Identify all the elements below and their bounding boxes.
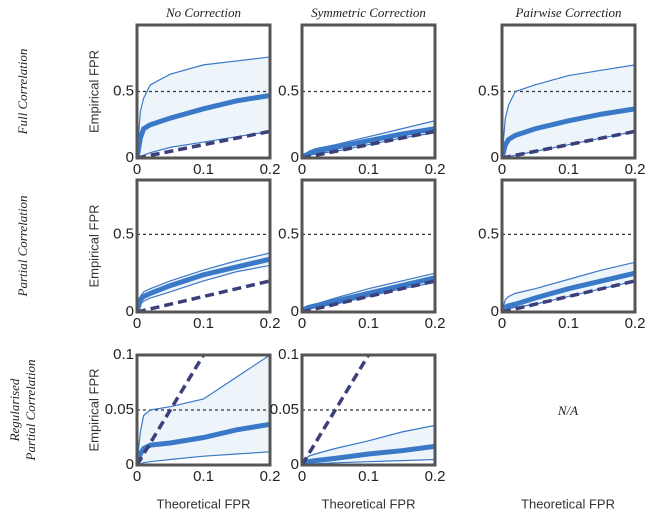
band-edge	[302, 458, 435, 465]
median-line	[302, 275, 435, 312]
plot-frame	[300, 178, 437, 314]
plot	[137, 233, 270, 312]
x-tick-label: 0	[498, 315, 506, 332]
y-tick-label: 0	[126, 149, 134, 166]
x-tick-label: 0.1	[558, 315, 579, 332]
y-axis-label: Empirical FPR	[86, 204, 101, 287]
column-title: Pairwise Correction	[514, 5, 621, 20]
y-tick-label: 0.05	[270, 401, 299, 418]
y-tick-label: 0	[491, 149, 499, 166]
y-tick-label: 0.5	[478, 82, 499, 99]
x-tick-label: 0	[298, 161, 306, 178]
y-tick-label: 0.05	[105, 401, 134, 418]
x-tick-label: 0.2	[260, 161, 281, 178]
row-title: Partial Correlation	[15, 196, 30, 298]
y-tick-label: 0.5	[478, 225, 499, 242]
identity-line	[137, 355, 205, 465]
x-tick-label: 0	[498, 161, 506, 178]
x-tick-label: 0.2	[425, 315, 446, 332]
plot-frame	[300, 23, 437, 160]
y-tick-label: 0	[491, 303, 499, 320]
median-line	[302, 126, 435, 158]
x-tick-label: 0.2	[625, 161, 646, 178]
identity-line	[137, 129, 270, 158]
band	[302, 425, 435, 465]
plot	[502, 233, 635, 312]
y-tick-label: 0.1	[113, 346, 134, 363]
identity-line	[302, 129, 435, 158]
y-tick-label: 0	[126, 456, 134, 473]
plot-frame	[135, 353, 272, 467]
na-text: N/A	[557, 403, 578, 418]
plot	[302, 355, 435, 465]
x-tick-label: 0.2	[425, 161, 446, 178]
y-tick-label: 0	[291, 303, 299, 320]
x-tick-label: 0.1	[358, 468, 379, 485]
row-title: Full Correlation	[15, 49, 30, 136]
y-axis-label: Empirical FPR	[86, 50, 101, 133]
y-tick-label: 0.1	[278, 346, 299, 363]
plot-frame	[500, 23, 637, 160]
y-axis-label: Empirical FPR	[86, 368, 101, 451]
plot	[137, 56, 270, 158]
x-tick-label: 0	[133, 468, 141, 485]
y-tick-label: 0	[291, 456, 299, 473]
row-title: Partial Correlation	[23, 360, 38, 462]
plot-frame	[300, 353, 437, 467]
x-tick-label: 0.1	[193, 161, 214, 178]
x-tick-label: 0	[133, 161, 141, 178]
band-edge	[502, 261, 635, 312]
y-tick-label: 0	[126, 303, 134, 320]
plot-frame	[135, 23, 272, 160]
identity-line	[502, 279, 635, 312]
x-tick-label: 0.2	[625, 315, 646, 332]
x-tick-label: 0	[133, 315, 141, 332]
x-tick-label: 0.1	[358, 315, 379, 332]
y-tick-label: 0.5	[113, 82, 134, 99]
band	[502, 64, 635, 158]
x-tick-label: 0.2	[260, 315, 281, 332]
x-axis-label: Theoretical FPR	[322, 496, 416, 511]
band-edge	[137, 56, 270, 158]
identity-line	[137, 279, 270, 312]
x-axis-label: Theoretical FPR	[521, 496, 615, 511]
x-tick-label: 0.2	[425, 468, 446, 485]
median-line	[137, 421, 270, 465]
band-edge	[502, 64, 635, 158]
column-title: No Correction	[165, 5, 241, 20]
plot	[137, 355, 270, 465]
x-tick-label: 0.1	[193, 315, 214, 332]
plot-frame	[500, 178, 637, 314]
band-edge	[137, 264, 270, 312]
band-edge	[137, 355, 270, 465]
identity-line	[502, 129, 635, 158]
median-line	[137, 93, 270, 158]
x-tick-label: 0	[298, 468, 306, 485]
x-tick-label: 0	[298, 315, 306, 332]
plot-frame	[135, 178, 272, 314]
plot	[302, 90, 435, 158]
x-tick-label: 0.1	[193, 468, 214, 485]
column-title: Symmetric Correction	[311, 5, 426, 20]
median-line	[137, 256, 270, 312]
x-axis-label: Theoretical FPR	[157, 496, 251, 511]
x-tick-label: 0.2	[260, 468, 281, 485]
y-tick-label: 0	[291, 149, 299, 166]
x-tick-label: 0.1	[558, 161, 579, 178]
y-tick-label: 0.5	[113, 225, 134, 242]
y-tick-label: 0.5	[278, 82, 299, 99]
y-tick-label: 0.5	[278, 225, 299, 242]
row-title: Regularised	[7, 378, 22, 442]
median-line	[502, 270, 635, 312]
median-line	[302, 443, 435, 465]
identity-line	[302, 355, 370, 465]
median-line	[502, 106, 635, 158]
plot	[502, 64, 635, 158]
plot	[302, 233, 435, 312]
identity-line	[302, 279, 435, 312]
x-tick-label: 0.1	[358, 161, 379, 178]
